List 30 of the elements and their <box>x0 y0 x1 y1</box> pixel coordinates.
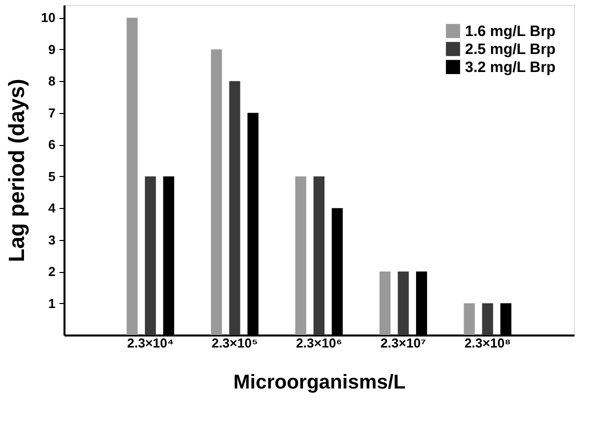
bar <box>482 303 494 335</box>
y-tick-label: 3 <box>48 232 56 248</box>
bar <box>314 176 324 335</box>
y-axis-title: Lag period (days) <box>4 78 30 262</box>
y-tick-label: 2 <box>48 264 56 280</box>
bar <box>380 272 391 335</box>
legend-label: 2.5 mg/L Brp <box>465 41 556 58</box>
x-tick-label: 2.3×10⁷ <box>380 336 426 350</box>
legend-label: 3.2 mg/L Brp <box>465 59 556 76</box>
bar <box>144 176 156 335</box>
y-tick-label: 10 <box>41 10 56 26</box>
x-tick-label: 2.3×10⁴ <box>127 336 174 350</box>
bar <box>464 303 475 335</box>
x-tick-label: 2.3×10⁵ <box>212 336 258 350</box>
y-tick-label: 9 <box>48 42 56 57</box>
bar <box>126 18 138 335</box>
y-tick-label: 6 <box>48 137 56 152</box>
y-tick-label: 1 <box>48 296 56 311</box>
y-tick-label: 5 <box>48 168 56 184</box>
x-tick-label: 2.3×10⁶ <box>296 336 342 350</box>
x-tick-label: 2.3×10⁸ <box>464 336 511 350</box>
bar <box>295 176 306 335</box>
bar <box>210 49 222 335</box>
bar <box>229 81 240 335</box>
x-axis-title: Microorganisms/L <box>233 372 406 394</box>
y-tick-label: 7 <box>48 105 56 120</box>
y-tick-label: 8 <box>48 74 56 89</box>
y-tick-label: 4 <box>48 200 56 216</box>
bar <box>398 272 409 335</box>
legend-label: 1.6 mg/L Brp <box>465 23 556 40</box>
